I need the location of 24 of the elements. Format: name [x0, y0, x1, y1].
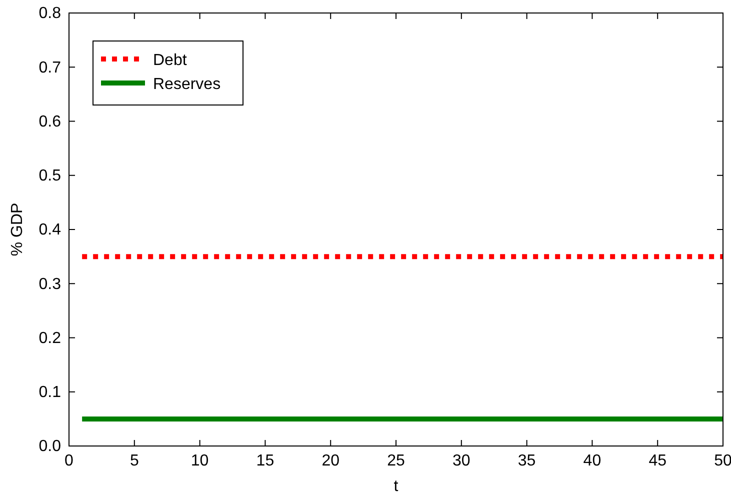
legend-label: Reserves — [153, 76, 221, 93]
y-tick-label: 0.3 — [38, 276, 62, 293]
x-axis-title: t — [394, 478, 399, 495]
y-tick-label: 0.6 — [38, 113, 62, 130]
x-tick-label: 25 — [387, 452, 405, 470]
y-tick-label: 0.8 — [38, 5, 62, 22]
x-tick-label: 50 — [714, 452, 731, 470]
y-axis-title: % GDP — [9, 202, 26, 256]
legend-label: Debt — [153, 52, 188, 69]
y-tick-label: 0.5 — [38, 167, 62, 184]
x-tick-label: 45 — [648, 452, 667, 470]
y-tick-label: 0.2 — [38, 330, 62, 347]
x-tick-label: 5 — [130, 452, 139, 470]
x-tick-label: 15 — [256, 452, 274, 470]
x-tick-label: 10 — [190, 452, 209, 470]
x-tick-label: 20 — [322, 452, 340, 470]
y-tick-label: 0.1 — [38, 384, 62, 401]
x-tick-label: 40 — [583, 452, 602, 470]
x-tick-label: 35 — [518, 452, 536, 470]
x-tick-label: 0 — [64, 452, 74, 470]
y-tick-label: 0.4 — [38, 222, 62, 239]
y-tick-label: 0.0 — [38, 438, 62, 456]
y-tick-label: 0.7 — [38, 59, 62, 76]
x-tick-label: 30 — [452, 452, 470, 470]
